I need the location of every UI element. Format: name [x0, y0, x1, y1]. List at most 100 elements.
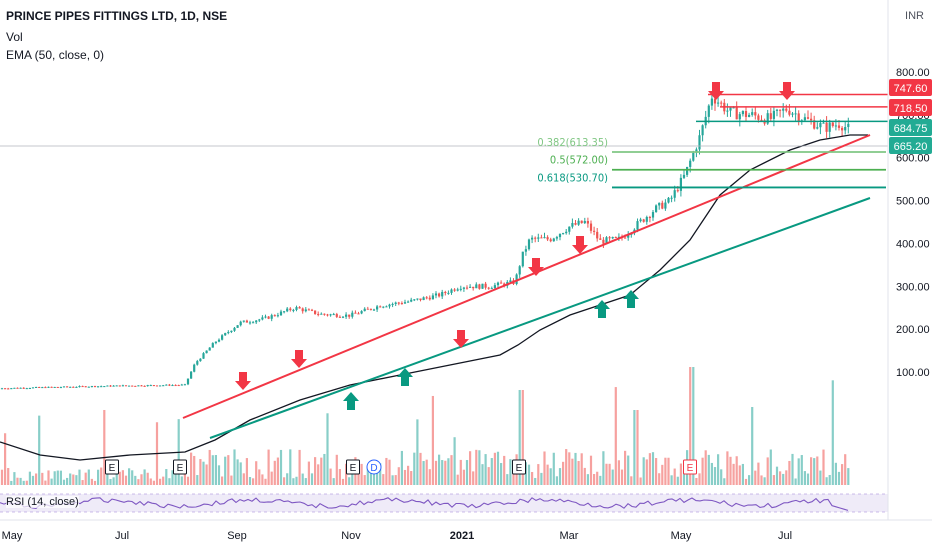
candle-body [465, 287, 469, 289]
volume-bar [137, 479, 140, 485]
candle-body [546, 237, 549, 240]
volume-bar [196, 475, 199, 485]
volume-bar [81, 480, 84, 485]
candle-body [317, 313, 320, 315]
candle-body [469, 286, 472, 288]
candle-body [797, 113, 800, 122]
volume-bar [642, 457, 645, 485]
candle-body [50, 386, 53, 388]
candle-body [571, 223, 574, 227]
volume-bar [121, 470, 124, 485]
volume-legend[interactable]: Vol [6, 30, 23, 44]
candle-body [267, 316, 270, 319]
candle-body [425, 297, 428, 299]
volume-bar [307, 461, 310, 485]
volume-bar [431, 395, 434, 485]
candle-body [769, 113, 772, 119]
candle-body [35, 387, 38, 389]
volume-bar [124, 475, 128, 485]
candle-body [540, 237, 543, 239]
volume-bar [512, 473, 515, 485]
candle-body [738, 114, 741, 120]
candle-body [611, 237, 614, 239]
candle-body [841, 127, 844, 131]
down-arrow-icon [708, 82, 724, 100]
volume-bar [283, 477, 286, 485]
candle-body [335, 314, 338, 317]
candle-body [93, 386, 97, 388]
volume-bar [503, 455, 506, 485]
candle-body [462, 287, 465, 289]
volume-bar [152, 480, 155, 485]
volume-bar [797, 458, 800, 485]
candle-body [509, 280, 512, 282]
candle-body [617, 236, 620, 238]
price-badge [889, 137, 932, 154]
down-arrow-icon [779, 82, 795, 100]
candle-body [744, 111, 748, 117]
volume-bar [766, 457, 769, 485]
candle-body [416, 298, 419, 300]
volume-bar [385, 457, 388, 485]
candle-body [490, 288, 493, 290]
candle-body [599, 238, 602, 240]
volume-bar [738, 465, 741, 485]
volume-bar [329, 468, 332, 485]
volume-bar [800, 455, 803, 485]
volume-bar [828, 474, 831, 485]
volume-bar [484, 454, 487, 485]
candle-body [379, 306, 382, 308]
candle-body [38, 387, 41, 389]
currency-label[interactable]: INR [905, 10, 924, 22]
volume-bar [779, 471, 782, 485]
candle-body [735, 107, 738, 120]
volume-bar [462, 469, 465, 485]
arrow-markers [235, 82, 795, 410]
volume-bar [397, 467, 400, 485]
volume-bar [478, 450, 481, 485]
rsi-legend[interactable]: RSI (14, close) [6, 496, 79, 508]
candle-body [717, 102, 720, 104]
earnings-marker [105, 459, 119, 475]
volume-bar [310, 473, 314, 485]
symbol-title[interactable]: PRINCE PIPES FITTINGS LTD, 1D, NSE [6, 9, 228, 23]
candle-body [121, 385, 124, 387]
volume-bar [183, 471, 186, 485]
volume-bar [667, 457, 670, 485]
candle-body [279, 311, 283, 316]
volume-bar [661, 464, 664, 485]
volume-bar [376, 468, 379, 485]
volume-bar [93, 480, 97, 485]
candle-body [7, 388, 10, 390]
volume-bar [441, 460, 444, 485]
candle-body [261, 317, 264, 320]
fib-level-label: 0.618(530.70) [537, 171, 608, 184]
volume-bar [59, 470, 62, 485]
volume-bar [593, 474, 596, 485]
candle-body [391, 303, 394, 305]
candle-body [782, 108, 785, 111]
volume-bar [97, 469, 100, 485]
candle-body [444, 291, 447, 294]
volume-bar [422, 461, 425, 485]
volume-bar [760, 475, 763, 485]
candle-body [639, 219, 642, 222]
candle-body [645, 216, 648, 222]
candle-body [410, 299, 413, 302]
volume-bar [186, 476, 190, 485]
volume-bar [450, 455, 453, 485]
candle-body [338, 316, 341, 318]
volume-bar [341, 478, 345, 485]
candle-body [732, 107, 735, 109]
candle-body [593, 230, 596, 232]
volume-bar [841, 464, 844, 485]
down-arrow-icon [453, 330, 469, 348]
candle-body [236, 325, 239, 328]
candle-body [124, 385, 128, 387]
volume-bar [785, 470, 788, 485]
ema-legend[interactable]: EMA (50, close, 0) [6, 48, 105, 62]
candle-body [627, 234, 630, 238]
volume-bar [348, 477, 351, 485]
candle-body [13, 387, 16, 389]
